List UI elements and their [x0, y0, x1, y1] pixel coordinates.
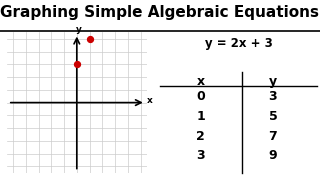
Text: 7: 7 [268, 130, 277, 143]
Text: 9: 9 [268, 149, 277, 163]
Text: y = 2x + 3: y = 2x + 3 [204, 37, 272, 50]
Point [74, 63, 79, 66]
Point [100, 12, 105, 15]
Text: 5: 5 [268, 110, 277, 123]
Text: 0: 0 [196, 91, 205, 104]
Text: 3: 3 [268, 91, 277, 104]
Text: y: y [269, 75, 277, 87]
Text: y: y [76, 25, 82, 34]
Text: x: x [197, 75, 205, 87]
Text: 3: 3 [196, 149, 205, 163]
Point [87, 37, 92, 40]
Text: Graphing Simple Algebraic Equations: Graphing Simple Algebraic Equations [1, 5, 319, 21]
Text: 1: 1 [196, 110, 205, 123]
Text: 2: 2 [196, 130, 205, 143]
Text: x: x [147, 96, 153, 105]
